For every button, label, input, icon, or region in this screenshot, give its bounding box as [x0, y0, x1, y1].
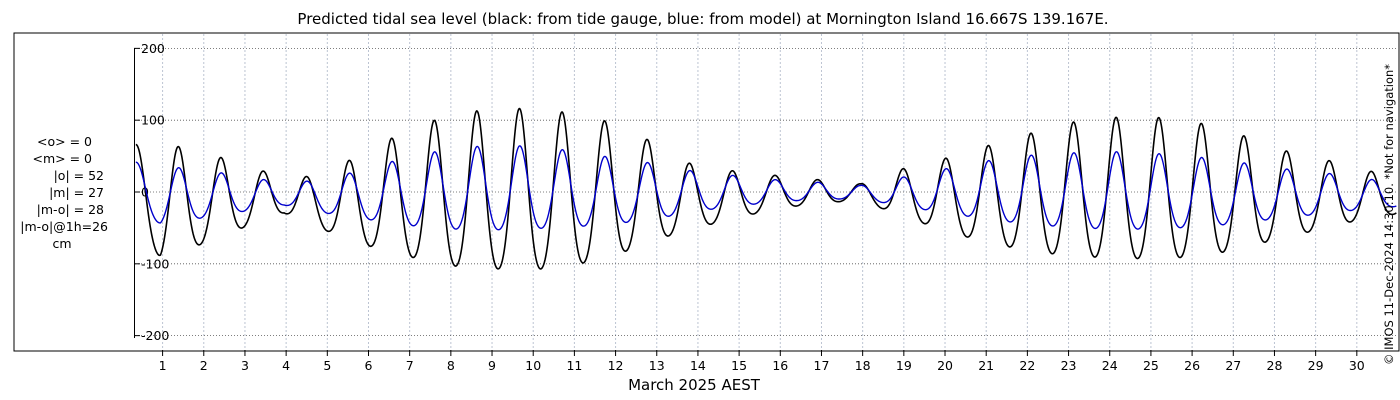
- y-tick-label: 100: [141, 113, 165, 128]
- x-tick-label: 7: [406, 358, 414, 373]
- x-tick-label: 28: [1267, 358, 1283, 373]
- stat-line: <m> = 0: [33, 151, 93, 166]
- x-tick-label: 24: [1102, 358, 1118, 373]
- y-tick-label: -100: [141, 256, 169, 271]
- x-tick-label: 18: [855, 358, 871, 373]
- x-axis-label: March 2025 AEST: [628, 376, 761, 394]
- x-tick-label: 20: [937, 358, 953, 373]
- x-tick-label: 12: [608, 358, 624, 373]
- x-tick-label: 15: [731, 358, 747, 373]
- model-series-line: [135, 145, 1397, 231]
- stat-line: |m| = 27: [49, 185, 104, 200]
- y-tick-label: -200: [141, 328, 169, 343]
- x-tick-label: 17: [814, 358, 830, 373]
- x-tick-label: 26: [1184, 358, 1200, 373]
- x-tick-label: 11: [566, 358, 582, 373]
- x-tick-label: 8: [447, 358, 455, 373]
- y-tick-label: 200: [141, 41, 165, 56]
- stat-units: cm: [52, 236, 71, 251]
- x-tick-label: 29: [1308, 358, 1324, 373]
- x-tick-label: 25: [1143, 358, 1159, 373]
- x-tick-label: 6: [365, 358, 373, 373]
- chart-title: Predicted tidal sea level (black: from t…: [297, 10, 1108, 28]
- x-tick-label: 30: [1349, 358, 1365, 373]
- stats-block: <o> = 0 <m> = 0 |o| = 52 |m| = 27 |m-o| …: [20, 134, 108, 251]
- stat-line: <o> = 0: [37, 134, 92, 149]
- stat-line: |m-o| = 28: [37, 202, 104, 217]
- y-gridlines: [135, 47, 1398, 337]
- x-axis-ticks: 1 2 3 4 5 6 7 8 9 10 11 12 13 14 15 16 17 18 19 20 21 22 23 24 2…: [159, 350, 1365, 373]
- x-tick-label: 19: [896, 358, 912, 373]
- x-tick-label: 23: [1061, 358, 1077, 373]
- x-tick-label: 2: [200, 358, 208, 373]
- x-tick-label: 14: [690, 358, 706, 373]
- x-tick-label: 10: [525, 358, 541, 373]
- x-tick-label: 9: [488, 358, 496, 373]
- x-tick-label: 27: [1225, 358, 1241, 373]
- x-tick-label: 13: [649, 358, 665, 373]
- gauge-series-line: [135, 107, 1397, 270]
- x-tick-label: 4: [282, 358, 290, 373]
- outer-frame: [13, 32, 1400, 352]
- x-tick-label: 5: [323, 358, 331, 373]
- x-tick-label: 21: [978, 358, 994, 373]
- x-tick-label: 1: [159, 358, 167, 373]
- stat-line: |o| = 52: [54, 168, 104, 183]
- copyright-note: © IMOS 11-Dec-2024 14:30:10. *Not for na…: [1382, 64, 1396, 365]
- x-tick-label: 3: [241, 358, 249, 373]
- x-tick-label: 16: [772, 358, 788, 373]
- stat-line: |m-o|@1h=26: [20, 219, 108, 234]
- x-tick-label: 22: [1019, 358, 1035, 373]
